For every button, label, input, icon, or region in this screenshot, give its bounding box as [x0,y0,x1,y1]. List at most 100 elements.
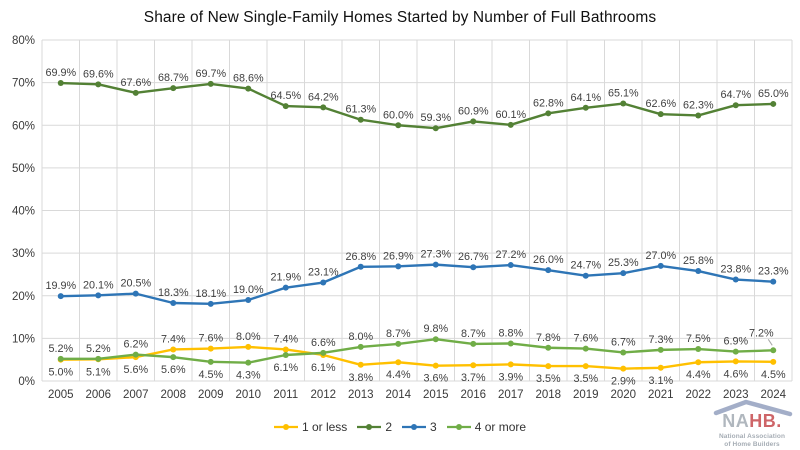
data-point-4-or-more [732,348,739,355]
data-label: 8.7% [461,328,486,340]
nahb-letters-hb: HB. [749,411,782,429]
data-label: 18.3% [158,287,189,299]
data-point-1-or-less [507,361,514,368]
data-point-2 [57,80,64,87]
data-label: 23.1% [308,267,339,279]
data-point-4-or-more [770,347,777,354]
data-label: 69.7% [195,68,226,80]
x-tick-label: 2010 [235,389,261,401]
data-label: 6.2% [123,339,148,351]
data-point-4-or-more [170,354,177,361]
data-label: 8.0% [348,331,373,343]
data-point-3 [732,276,739,283]
data-label: 20.5% [120,278,151,290]
data-point-2 [282,103,289,110]
data-point-3 [545,267,552,274]
data-point-3 [507,262,514,269]
data-point-2 [582,104,589,111]
chart-legend: 1 or less 2 3 4 or more [0,420,800,434]
data-point-2 [95,81,102,88]
data-label: 26.0% [533,254,564,266]
y-tick-label: 0% [18,376,35,388]
data-point-4-or-more [320,349,327,356]
data-label: 67.6% [120,77,151,89]
data-label: 68.6% [233,73,264,85]
x-tick-label: 2022 [685,389,711,401]
x-tick-label: 2005 [48,389,74,401]
x-tick-label: 2008 [160,389,186,401]
legend-label: 1 or less [301,420,348,434]
data-point-4-or-more [695,346,702,353]
data-label: 23.3% [758,266,789,278]
data-point-3 [357,263,364,270]
data-point-1-or-less [657,364,664,371]
data-label: 62.6% [645,98,676,110]
x-tick-label: 2007 [123,389,149,401]
data-point-3 [582,272,589,279]
data-point-4-or-more [132,351,139,358]
x-tick-label: 2017 [498,389,524,401]
data-label: 24.7% [570,260,601,272]
data-point-4-or-more [207,358,214,365]
data-point-2 [620,100,627,107]
data-label: 7.4% [161,333,186,345]
data-point-2 [395,122,402,129]
data-point-2 [357,116,364,123]
y-tick-label: 70% [12,78,35,90]
data-point-3 [95,292,102,299]
legend-label: 4 or more [474,420,527,434]
data-label: 5.6% [161,364,186,376]
data-point-1-or-less [357,361,364,368]
y-tick-label: 50% [12,163,35,175]
data-label: 64.7% [720,89,751,101]
nahb-logo: NAHB. National Association of Home Build… [708,399,796,448]
data-point-1-or-less [732,358,739,365]
legend-item-1-or-less: 1 or less [273,420,348,434]
legend-marker-icon [402,424,426,430]
data-label: 64.5% [270,90,301,102]
data-label: 61.3% [345,104,376,116]
x-tick-label: 2012 [310,389,336,401]
data-label: 3.6% [423,373,448,385]
data-point-2 [770,100,777,107]
data-label: 26.8% [345,251,376,263]
data-label: 26.7% [458,251,489,263]
data-label: 59.3% [420,112,451,124]
data-label: 4.6% [723,368,748,380]
data-label: 7.2% [749,327,774,339]
data-label: 60.0% [383,109,414,121]
data-label: 64.1% [570,92,601,104]
data-label: 6.1% [311,362,336,374]
data-label: 19.0% [233,284,264,296]
data-point-1-or-less [470,362,477,369]
chart-plot: 0% 10% 20% 30% 40% 50% 60% 70% 80% 2005 2006 2007 20… [12,35,793,401]
data-point-2 [657,111,664,118]
nahb-letters-na: NA [722,411,749,429]
nahb-subtitle-line1: National Association [718,433,786,440]
chart-title: Share of New Single-Family Homes Started… [143,9,657,26]
data-point-2 [545,110,552,117]
data-point-3 [770,278,777,285]
y-tick-label: 40% [12,206,35,218]
data-point-3 [395,263,402,270]
data-label: 9.8% [423,323,448,335]
data-point-2 [132,89,139,96]
data-point-4-or-more [657,346,664,353]
data-label: 3.7% [461,372,486,384]
data-point-1-or-less [432,362,439,369]
nahb-logo-graphic: NAHB. [713,399,793,431]
data-point-3 [470,264,477,271]
data-label: 4.5% [761,369,786,381]
data-label: 60.9% [458,105,489,117]
data-label: 3.8% [348,372,373,384]
data-point-3 [57,293,64,300]
data-point-4-or-more [282,351,289,358]
data-point-3 [245,297,252,304]
x-tick-label: 2019 [573,389,599,401]
data-label: 8.8% [498,327,523,339]
data-point-4-or-more [57,355,64,362]
data-label: 7.5% [686,333,711,345]
data-label: 4.4% [686,369,711,381]
data-label: 60.1% [495,109,526,121]
